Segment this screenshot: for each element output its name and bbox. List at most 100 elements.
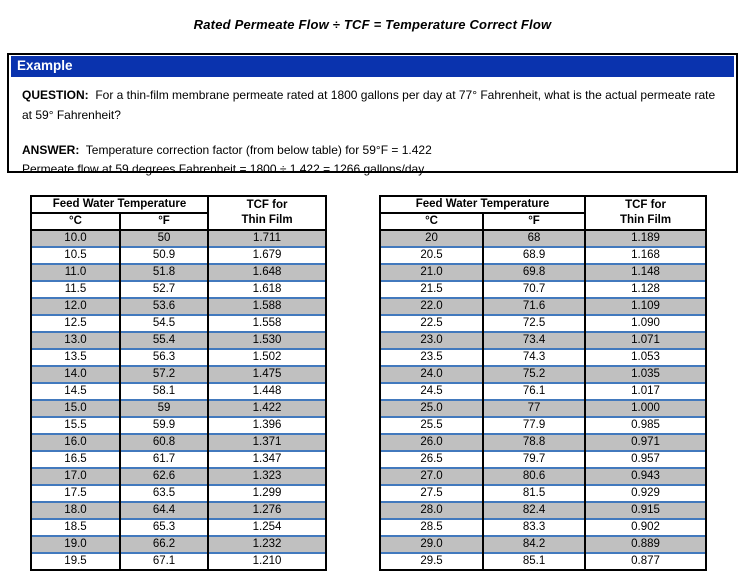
fahrenheit-cell: 58.1 [118, 382, 210, 400]
tcf-cell: 1.679 [207, 246, 328, 264]
tcf-cell: 1.299 [207, 484, 328, 502]
answer-label: ANSWER: [22, 143, 80, 157]
fahrenheit-cell: 77.9 [482, 416, 587, 434]
table-row: 13.0 55.4 1.530 [30, 331, 328, 349]
fahrenheit-cell: 67.1 [118, 552, 210, 570]
celsius-cell: 16.5 [30, 450, 121, 468]
answer-paragraph: ANSWER: Temperature correction factor (f… [22, 141, 723, 178]
tcf-cell: 1.347 [207, 450, 328, 468]
page-title: Rated Permeate Flow ÷ TCF = Temperature … [193, 17, 552, 32]
celsius-cell: 13.0 [30, 331, 121, 349]
answer-calculation: Permeate flow at 59 degrees Fahrenheit =… [22, 161, 425, 176]
tcf-cell: 1.090 [584, 314, 708, 332]
celsius-cell: 17.5 [30, 484, 121, 502]
fahrenheit-cell: 50 [118, 229, 210, 247]
celsius-cell: 28.5 [379, 518, 485, 536]
table-row: 18.5 65.3 1.254 [30, 518, 328, 536]
table-row: 20 68 1.189 [379, 229, 708, 247]
tcf-cell: 1.189 [584, 229, 708, 247]
fahrenheit-cell: 53.6 [118, 297, 210, 315]
table-row: 25.0 77 1.000 [379, 399, 708, 417]
table-row: 16.5 61.7 1.347 [30, 450, 328, 468]
table-row: 29.5 85.1 0.877 [379, 552, 708, 570]
table-row: 26.0 78.8 0.971 [379, 433, 708, 451]
table-row: 16.0 60.8 1.371 [30, 433, 328, 451]
table-row: 26.5 79.7 0.957 [379, 450, 708, 468]
fahrenheit-cell: 59 [118, 399, 210, 417]
fahrenheit-cell: 79.7 [482, 450, 587, 468]
tcf-cell: 0.971 [584, 433, 708, 451]
question-text: For a thin-film membrane permeate rated … [22, 88, 716, 122]
table-row: 25.5 77.9 0.985 [379, 416, 708, 434]
celsius-cell: 27.0 [379, 467, 485, 485]
fahrenheit-cell: 69.8 [482, 263, 587, 281]
tcf-cell: 1.648 [207, 263, 328, 281]
celsius-cell: 23.0 [379, 331, 485, 349]
fahrenheit-cell: 76.1 [482, 382, 587, 400]
table-row: 13.5 56.3 1.502 [30, 348, 328, 366]
celsius-cell: 20 [379, 229, 485, 247]
question-label: QUESTION: [22, 88, 89, 102]
fahrenheit-cell: 80.6 [482, 467, 587, 485]
tcf-cell: 0.985 [584, 416, 708, 434]
celsius-cell: 14.5 [30, 382, 121, 400]
celsius-cell: 13.5 [30, 348, 121, 366]
tcf-cell: 1.618 [207, 280, 328, 298]
fahrenheit-cell: 72.5 [482, 314, 587, 332]
tcf-cell: 1.210 [207, 552, 328, 570]
celsius-cell: 24.5 [379, 382, 485, 400]
table-row: 14.0 57.2 1.475 [30, 365, 328, 383]
celsius-cell: 29.5 [379, 552, 485, 570]
fahrenheit-cell: 85.1 [482, 552, 587, 570]
fahrenheit-cell: 68 [482, 229, 587, 247]
table-row: 19.0 66.2 1.232 [30, 535, 328, 553]
tcf-cell: 0.877 [584, 552, 708, 570]
tcf-cell: 1.422 [207, 399, 328, 417]
celsius-cell: 29.0 [379, 535, 485, 553]
tcf-cell: 1.128 [584, 280, 708, 298]
tcf-table-left: Feed Water Temperature TCF for Thin Film … [29, 195, 328, 571]
fahrenheit-header: °F [118, 212, 210, 231]
celsius-cell: 20.5 [379, 246, 485, 264]
example-header: Example [11, 56, 734, 77]
celsius-cell: 12.0 [30, 297, 121, 315]
celsius-cell: 22.0 [379, 297, 485, 315]
fahrenheit-cell: 62.6 [118, 467, 210, 485]
celsius-cell: 14.0 [30, 365, 121, 383]
table-row: 24.0 75.2 1.035 [379, 365, 708, 383]
tcf-thin-film-header: TCF for Thin Film [584, 195, 708, 231]
celsius-cell: 24.0 [379, 365, 485, 383]
tcf-thin-film-header: TCF for Thin Film [207, 195, 328, 231]
celsius-cell: 15.0 [30, 399, 121, 417]
celsius-header: °C [379, 212, 485, 231]
tcf-cell: 0.943 [584, 467, 708, 485]
table-row: 11.0 51.8 1.648 [30, 263, 328, 281]
tcf-cell: 1.017 [584, 382, 708, 400]
tcf-cell: 1.148 [584, 263, 708, 281]
celsius-cell: 21.0 [379, 263, 485, 281]
fahrenheit-cell: 70.7 [482, 280, 587, 298]
table-row: 23.0 73.4 1.071 [379, 331, 708, 349]
tcf-tables: Feed Water Temperature TCF for Thin Film … [0, 195, 745, 571]
table-row: 22.5 72.5 1.090 [379, 314, 708, 332]
tcf-cell: 1.071 [584, 331, 708, 349]
table-row: 11.5 52.7 1.618 [30, 280, 328, 298]
tcf-cell: 1.396 [207, 416, 328, 434]
question-paragraph: QUESTION: For a thin-film membrane perme… [22, 85, 723, 125]
fahrenheit-cell: 61.7 [118, 450, 210, 468]
fahrenheit-cell: 75.2 [482, 365, 587, 383]
fahrenheit-cell: 78.8 [482, 433, 587, 451]
celsius-cell: 22.5 [379, 314, 485, 332]
table-row: 17.5 63.5 1.299 [30, 484, 328, 502]
table-row: 27.5 81.5 0.929 [379, 484, 708, 502]
table-row: 21.0 69.8 1.148 [379, 263, 708, 281]
celsius-cell: 26.0 [379, 433, 485, 451]
fahrenheit-cell: 50.9 [118, 246, 210, 264]
table-row: 10.5 50.9 1.679 [30, 246, 328, 264]
fahrenheit-cell: 66.2 [118, 535, 210, 553]
fahrenheit-cell: 57.2 [118, 365, 210, 383]
table-row: 14.5 58.1 1.448 [30, 382, 328, 400]
celsius-cell: 12.5 [30, 314, 121, 332]
fahrenheit-cell: 73.4 [482, 331, 587, 349]
table-row: 20.5 68.9 1.168 [379, 246, 708, 264]
